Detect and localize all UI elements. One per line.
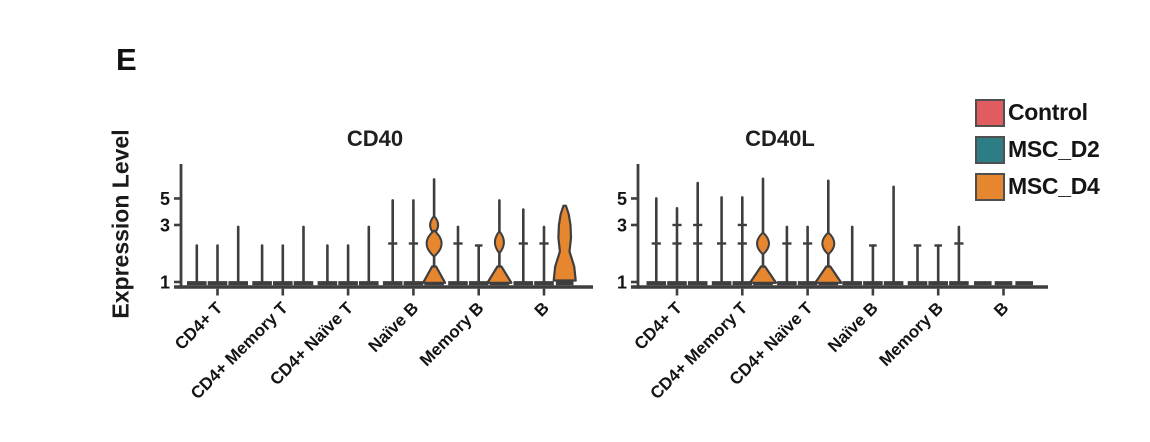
y-tick-label: 3 bbox=[160, 215, 170, 235]
violin-CD40-0-Control bbox=[187, 244, 207, 286]
x-category-label: Naïve B bbox=[365, 298, 423, 356]
x-category-label: CD4+ T bbox=[631, 298, 687, 354]
violin-CD40-2-MSC_D2 bbox=[338, 244, 358, 286]
panel-label: E bbox=[116, 42, 137, 77]
violin-CD40L-4-MSC_D4 bbox=[949, 225, 969, 286]
y-tick-label: 5 bbox=[617, 189, 627, 209]
legend-item-msc-d2: MSC_D2 bbox=[975, 135, 1100, 164]
violin-CD40-5-MSC_D4 bbox=[552, 204, 577, 286]
legend-label-msc-d4: MSC_D4 bbox=[1008, 173, 1100, 199]
violin-CD40L-0-MSC_D4 bbox=[687, 181, 708, 286]
violin-CD40L-4-Control bbox=[907, 244, 928, 286]
violin-CD40L-2-MSC_D2 bbox=[797, 225, 818, 286]
plot-title-cd40l: CD40L bbox=[745, 126, 815, 151]
x-category-label: B bbox=[531, 298, 553, 320]
y-tick-label: 1 bbox=[160, 273, 170, 293]
x-category-label: Naïve B bbox=[824, 298, 882, 356]
legend-swatch-msc-d2 bbox=[975, 135, 1005, 164]
violin-CD40L-1-Control bbox=[711, 196, 732, 286]
violin-CD40-4-MSC_D4 bbox=[486, 199, 513, 286]
violin-CD40-5-Control bbox=[513, 208, 534, 286]
violin-CD40-1-Control bbox=[252, 244, 272, 286]
y-tick-label: 5 bbox=[160, 189, 170, 209]
legend-label-control: Control bbox=[1008, 99, 1088, 125]
violin-CD40-0-MSC_D4 bbox=[228, 225, 248, 286]
violin-CD40L-3-MSC_D4 bbox=[883, 185, 904, 286]
violin-CD40L-4-MSC_D2 bbox=[928, 244, 948, 286]
legend-item-msc-d4: MSC_D4 bbox=[975, 172, 1100, 201]
x-category-label: Memory B bbox=[875, 298, 947, 370]
legend-swatch-control bbox=[975, 98, 1005, 127]
legend-swatch-msc-d4 bbox=[975, 172, 1005, 201]
violin-CD40-2-Control bbox=[317, 244, 338, 286]
violin-CD40-3-Control bbox=[382, 199, 403, 286]
violin-CD40-0-MSC_D2 bbox=[207, 244, 228, 286]
violin-CD40L-2-Control bbox=[777, 225, 797, 286]
x-category-label: Memory B bbox=[416, 298, 488, 370]
violin-CD40L-0-Control bbox=[646, 197, 667, 286]
violin-CD40-4-Control bbox=[448, 225, 468, 286]
violin-CD40-2-MSC_D4 bbox=[359, 225, 379, 286]
plot-title-cd40: CD40 bbox=[346, 126, 404, 151]
violin-CD40L-0-MSC_D2 bbox=[667, 206, 687, 286]
x-category-label: B bbox=[990, 298, 1012, 320]
violin-CD40L-1-MSC_D4 bbox=[748, 177, 778, 286]
y-tick-label: 3 bbox=[617, 215, 627, 235]
violin-CD40-3-MSC_D2 bbox=[403, 199, 424, 286]
violin-CD40-1-MSC_D4 bbox=[293, 225, 314, 286]
x-category-label: CD4+ T bbox=[171, 298, 227, 354]
violin-CD40L-3-MSC_D2 bbox=[863, 244, 883, 286]
violin-CD40L-3-Control bbox=[842, 225, 862, 286]
violin-CD40-1-MSC_D2 bbox=[273, 244, 293, 286]
legend-label-msc-d2: MSC_D2 bbox=[1008, 136, 1100, 162]
legend-item-control: Control bbox=[975, 98, 1100, 127]
violin-CD40L-1-MSC_D2 bbox=[732, 196, 753, 286]
violin-CD40-3-MSC_D4 bbox=[422, 178, 447, 286]
violin-CD40-5-MSC_D2 bbox=[534, 225, 554, 286]
y-tick-label: 1 bbox=[617, 273, 627, 293]
violin-CD40-4-MSC_D2 bbox=[468, 244, 489, 286]
violin-CD40L-2-MSC_D4 bbox=[814, 179, 843, 286]
legend: Control MSC_D2 MSC_D4 bbox=[975, 98, 1100, 209]
